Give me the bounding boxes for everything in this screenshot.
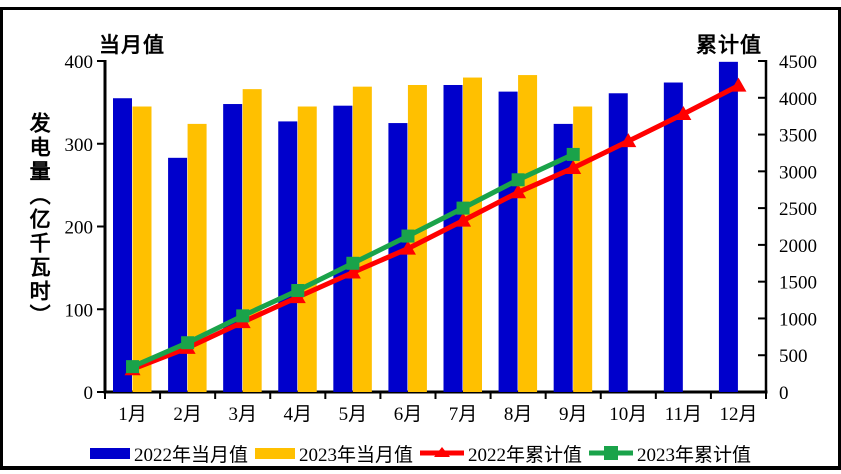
cumulative-2022-marker-5月 <box>344 264 361 279</box>
bar-2023-1月 <box>132 106 152 392</box>
cumulative-2023-marker-2月 <box>181 336 195 350</box>
bar-2022-11月 <box>663 82 683 392</box>
cumulative-2022-marker-10月 <box>620 133 637 148</box>
right-axis-tick-label: 0 <box>779 383 789 404</box>
left-axis-tick-label: 200 <box>65 218 94 239</box>
x-axis-month-label: 5月 <box>339 404 368 425</box>
legend-item-2022-cumulative: 2022年累计值 <box>420 440 582 467</box>
bar-2023-2月 <box>187 123 207 392</box>
legend-label-2023-cumulative: 2023年累计值 <box>637 444 752 466</box>
bar-2023-6月 <box>407 84 427 392</box>
legend-swatch-2022-cumulative-line <box>420 447 464 457</box>
cumulative-2023-marker-3月 <box>236 309 250 323</box>
cumulative-2023-marker-6月 <box>401 229 415 243</box>
cumulative-2022-line <box>131 83 740 372</box>
left-axis-tick-label: 400 <box>65 52 94 73</box>
cumulative-2023-marker-4月 <box>291 283 305 297</box>
legend-label-2022-cumulative: 2022年累计值 <box>468 444 583 466</box>
legend-swatch-2023-cumulative-line <box>589 446 634 460</box>
legend-item-2023-cumulative: 2023年累计值 <box>589 440 751 467</box>
cumulative-2023-marker-7月 <box>456 201 470 215</box>
chart-legend: 2022年当月值 2023年当月值 2022年累计值 2023年累计值 <box>0 440 841 467</box>
cumulative-2022-marker-11月 <box>675 105 692 120</box>
x-axis-month-label: 9月 <box>559 404 588 425</box>
bar-2022-10月 <box>608 93 628 393</box>
cumulative-2023-marker-9月 <box>566 147 580 161</box>
bar-2022-9月 <box>553 123 573 392</box>
x-axis-month-label: 6月 <box>394 404 423 425</box>
legend-label-2022-monthly: 2022年当月值 <box>133 444 248 466</box>
right-axis-tick-label: 2500 <box>779 199 817 220</box>
cumulative-2023-marker-5月 <box>346 256 360 270</box>
legend-swatch-2022-monthly-bar <box>89 447 130 459</box>
legend-item-2022-monthly: 2022年当月值 <box>89 440 248 467</box>
legend-swatch-2023-monthly-bar <box>254 447 295 459</box>
bar-2022-4月 <box>278 121 298 392</box>
right-axis-tick-label: 3500 <box>779 126 817 147</box>
bar-2022-6月 <box>388 123 408 392</box>
x-axis-month-label: 1月 <box>118 404 147 425</box>
right-axis-tick-label: 3000 <box>779 162 817 183</box>
legend-item-2023-monthly: 2023年当月值 <box>254 440 413 467</box>
square-marker-icon <box>604 446 619 460</box>
cumulative-2023-marker-1月 <box>126 360 140 374</box>
x-axis-month-label: 7月 <box>449 404 478 425</box>
cumulative-2022-marker-12月 <box>730 77 747 92</box>
right-axis-tick-label: 500 <box>779 346 808 367</box>
cumulative-2022-marker-7月 <box>455 212 472 227</box>
x-axis-month-label: 11月 <box>665 404 702 425</box>
cumulative-2022-marker-6月 <box>399 240 416 255</box>
x-axis-month-label: 10月 <box>609 404 647 425</box>
right-axis-tick-label: 1000 <box>779 309 817 330</box>
bar-2022-12月 <box>718 61 738 392</box>
bar-2023-9月 <box>573 106 593 392</box>
x-axis-month-label: 2月 <box>173 404 202 425</box>
bar-2022-2月 <box>168 157 188 392</box>
bar-2023-5月 <box>352 86 372 392</box>
bar-2022-1月 <box>113 98 132 393</box>
right-axis-tick-label: 4000 <box>779 89 817 110</box>
x-axis-month-label: 3月 <box>228 404 257 425</box>
y-axis-unit-label: 发电量（亿千瓦时） <box>27 112 52 328</box>
bar-2023-8月 <box>518 75 538 392</box>
bar-2022-8月 <box>498 91 518 393</box>
bar-2023-4月 <box>297 106 317 392</box>
right-axis-title: 累计值 <box>696 33 762 57</box>
triangle-marker-icon <box>434 447 450 457</box>
left-axis-tick-label: 300 <box>65 135 94 156</box>
right-axis-tick-label: 1500 <box>779 273 817 294</box>
bar-2022-5月 <box>333 105 353 392</box>
right-axis-tick-label: 2000 <box>779 236 817 257</box>
x-axis-month-label: 12月 <box>719 404 757 425</box>
right-axis-tick-label: 4500 <box>779 52 817 73</box>
cumulative-2022-marker-8月 <box>510 184 527 199</box>
cumulative-2023-marker-8月 <box>511 173 525 187</box>
legend-label-2023-monthly: 2023年当月值 <box>298 444 413 466</box>
bar-2023-3月 <box>242 89 262 392</box>
left-axis-title: 当月值 <box>99 33 165 57</box>
cumulative-2022-marker-9月 <box>565 160 582 175</box>
bar-2022-3月 <box>223 104 243 392</box>
x-axis-month-label: 8月 <box>504 404 533 425</box>
left-axis-tick-label: 100 <box>65 300 94 321</box>
left-axis-tick-label: 0 <box>84 383 94 404</box>
bar-2023-7月 <box>463 77 482 393</box>
bar-2022-7月 <box>443 84 463 392</box>
x-axis-month-label: 4月 <box>284 404 313 425</box>
